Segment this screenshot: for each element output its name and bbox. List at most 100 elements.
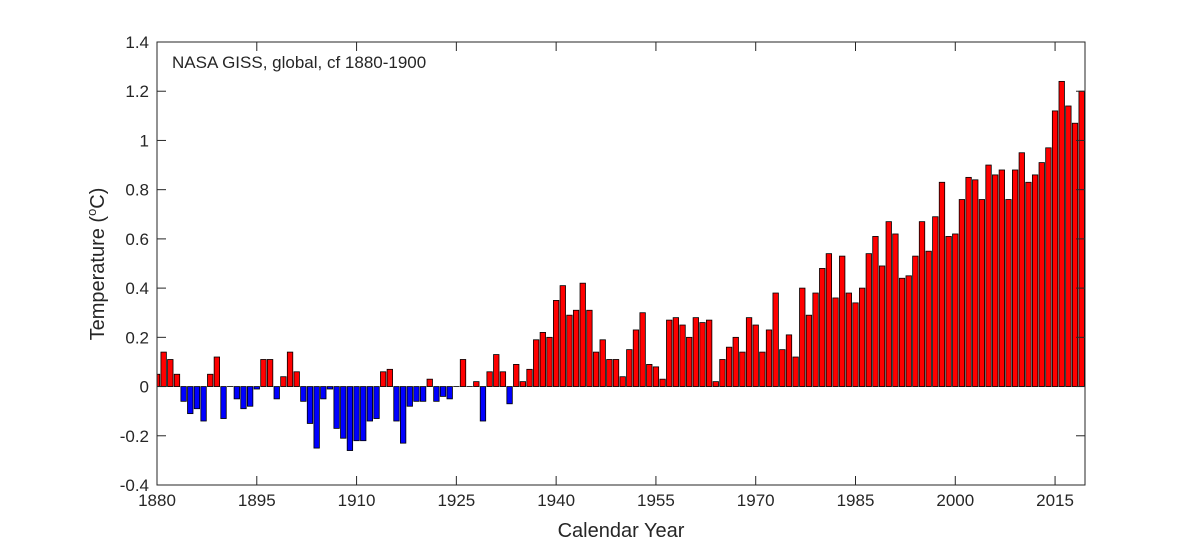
bar-1900 [287, 352, 292, 386]
bar-1908 [341, 387, 346, 439]
bar-1993 [906, 276, 911, 387]
chart-annotation: NASA GISS, global, cf 1880-1900 [172, 53, 426, 72]
bar-1985 [853, 303, 858, 387]
bar-1975 [786, 335, 791, 387]
bar-2008 [1006, 200, 1011, 387]
bar-1907 [334, 387, 339, 429]
bar-2016 [1059, 81, 1064, 386]
y-tick-label: 1.4 [125, 33, 149, 52]
bar-1933 [507, 387, 512, 404]
x-axis-label: Calendar Year [558, 520, 685, 542]
bar-1946 [593, 352, 598, 386]
bar-1887 [201, 387, 206, 421]
bar-1937 [533, 340, 538, 387]
bar-1988 [873, 236, 878, 386]
bar-1885 [188, 387, 193, 414]
bar-1890 [221, 387, 226, 419]
bar-1941 [560, 286, 565, 387]
bar-1918 [407, 387, 412, 407]
bar-1893 [241, 387, 246, 409]
bar-1965 [720, 359, 725, 386]
bar-1976 [793, 357, 798, 387]
bar-2005 [986, 165, 991, 386]
bar-1897 [267, 359, 272, 386]
x-tick-label: 2000 [936, 491, 974, 510]
y-tick-label: 1.2 [125, 82, 149, 101]
x-tick-label: 1955 [637, 491, 675, 510]
bar-1950 [620, 377, 625, 387]
bar-1892 [234, 387, 239, 399]
bar-1951 [627, 350, 632, 387]
bar-1999 [946, 236, 951, 386]
bar-1980 [820, 268, 825, 386]
bar-2003 [973, 180, 978, 387]
bar-1990 [886, 222, 891, 387]
bar-1961 [693, 318, 698, 387]
bar-1922 [434, 387, 439, 402]
bar-1953 [640, 313, 645, 387]
bar-1901 [294, 372, 299, 387]
bar-2018 [1072, 123, 1077, 386]
bar-1984 [846, 293, 851, 387]
bar-1974 [780, 350, 785, 387]
bar-2004 [979, 200, 984, 387]
bar-1912 [367, 387, 372, 421]
bar-1971 [760, 352, 765, 386]
bar-1943 [573, 310, 578, 386]
bar-1958 [673, 318, 678, 387]
bar-1977 [800, 288, 805, 386]
y-tick-label: 0.4 [125, 279, 149, 298]
bar-1994 [913, 256, 918, 386]
x-tick-label: 1970 [737, 491, 775, 510]
bar-1981 [826, 254, 831, 387]
bar-1948 [607, 359, 612, 386]
bar-1923 [440, 387, 445, 397]
bar-1911 [360, 387, 365, 441]
bar-1987 [866, 254, 871, 387]
x-tick-label: 1925 [437, 491, 475, 510]
bar-2010 [1019, 153, 1024, 387]
bar-1954 [647, 364, 652, 386]
bar-2014 [1046, 148, 1051, 387]
bar-1883 [174, 374, 179, 386]
x-tick-label: 1985 [837, 491, 875, 510]
bar-1915 [387, 369, 392, 386]
bar-1930 [487, 372, 492, 387]
bar-1910 [354, 387, 359, 441]
bar-1882 [168, 359, 173, 386]
bar-1992 [899, 278, 904, 386]
bar-1919 [414, 387, 419, 402]
bar-2006 [992, 175, 997, 387]
y-axis-label: Temperature (oC) [84, 188, 109, 341]
bar-1962 [700, 323, 705, 387]
bar-1894 [247, 387, 252, 407]
bar-1947 [600, 340, 605, 387]
bar-1955 [653, 367, 658, 387]
y-tick-label: -0.4 [120, 476, 149, 495]
bar-2012 [1032, 175, 1037, 387]
bar-1929 [480, 387, 485, 421]
bar-1986 [859, 288, 864, 386]
bar-1989 [879, 266, 884, 387]
bar-1905 [321, 387, 326, 399]
bar-1945 [587, 310, 592, 386]
bar-1944 [580, 283, 585, 386]
bar-1913 [374, 387, 379, 419]
bar-1940 [553, 300, 558, 386]
bar-2000 [953, 234, 958, 387]
bar-1996 [926, 251, 931, 386]
bar-1906 [327, 387, 332, 389]
bar-1898 [274, 387, 279, 399]
bar-1969 [746, 318, 751, 387]
y-tick-label: 0.6 [125, 230, 149, 249]
bar-2013 [1039, 163, 1044, 387]
bar-1917 [400, 387, 405, 444]
y-axis-label-superscript: o [84, 209, 99, 216]
bar-1881 [161, 352, 166, 386]
bar-1914 [380, 372, 385, 387]
bar-1956 [660, 379, 665, 386]
bar-2017 [1066, 106, 1071, 387]
bar-1970 [753, 325, 758, 387]
bar-1966 [726, 347, 731, 386]
